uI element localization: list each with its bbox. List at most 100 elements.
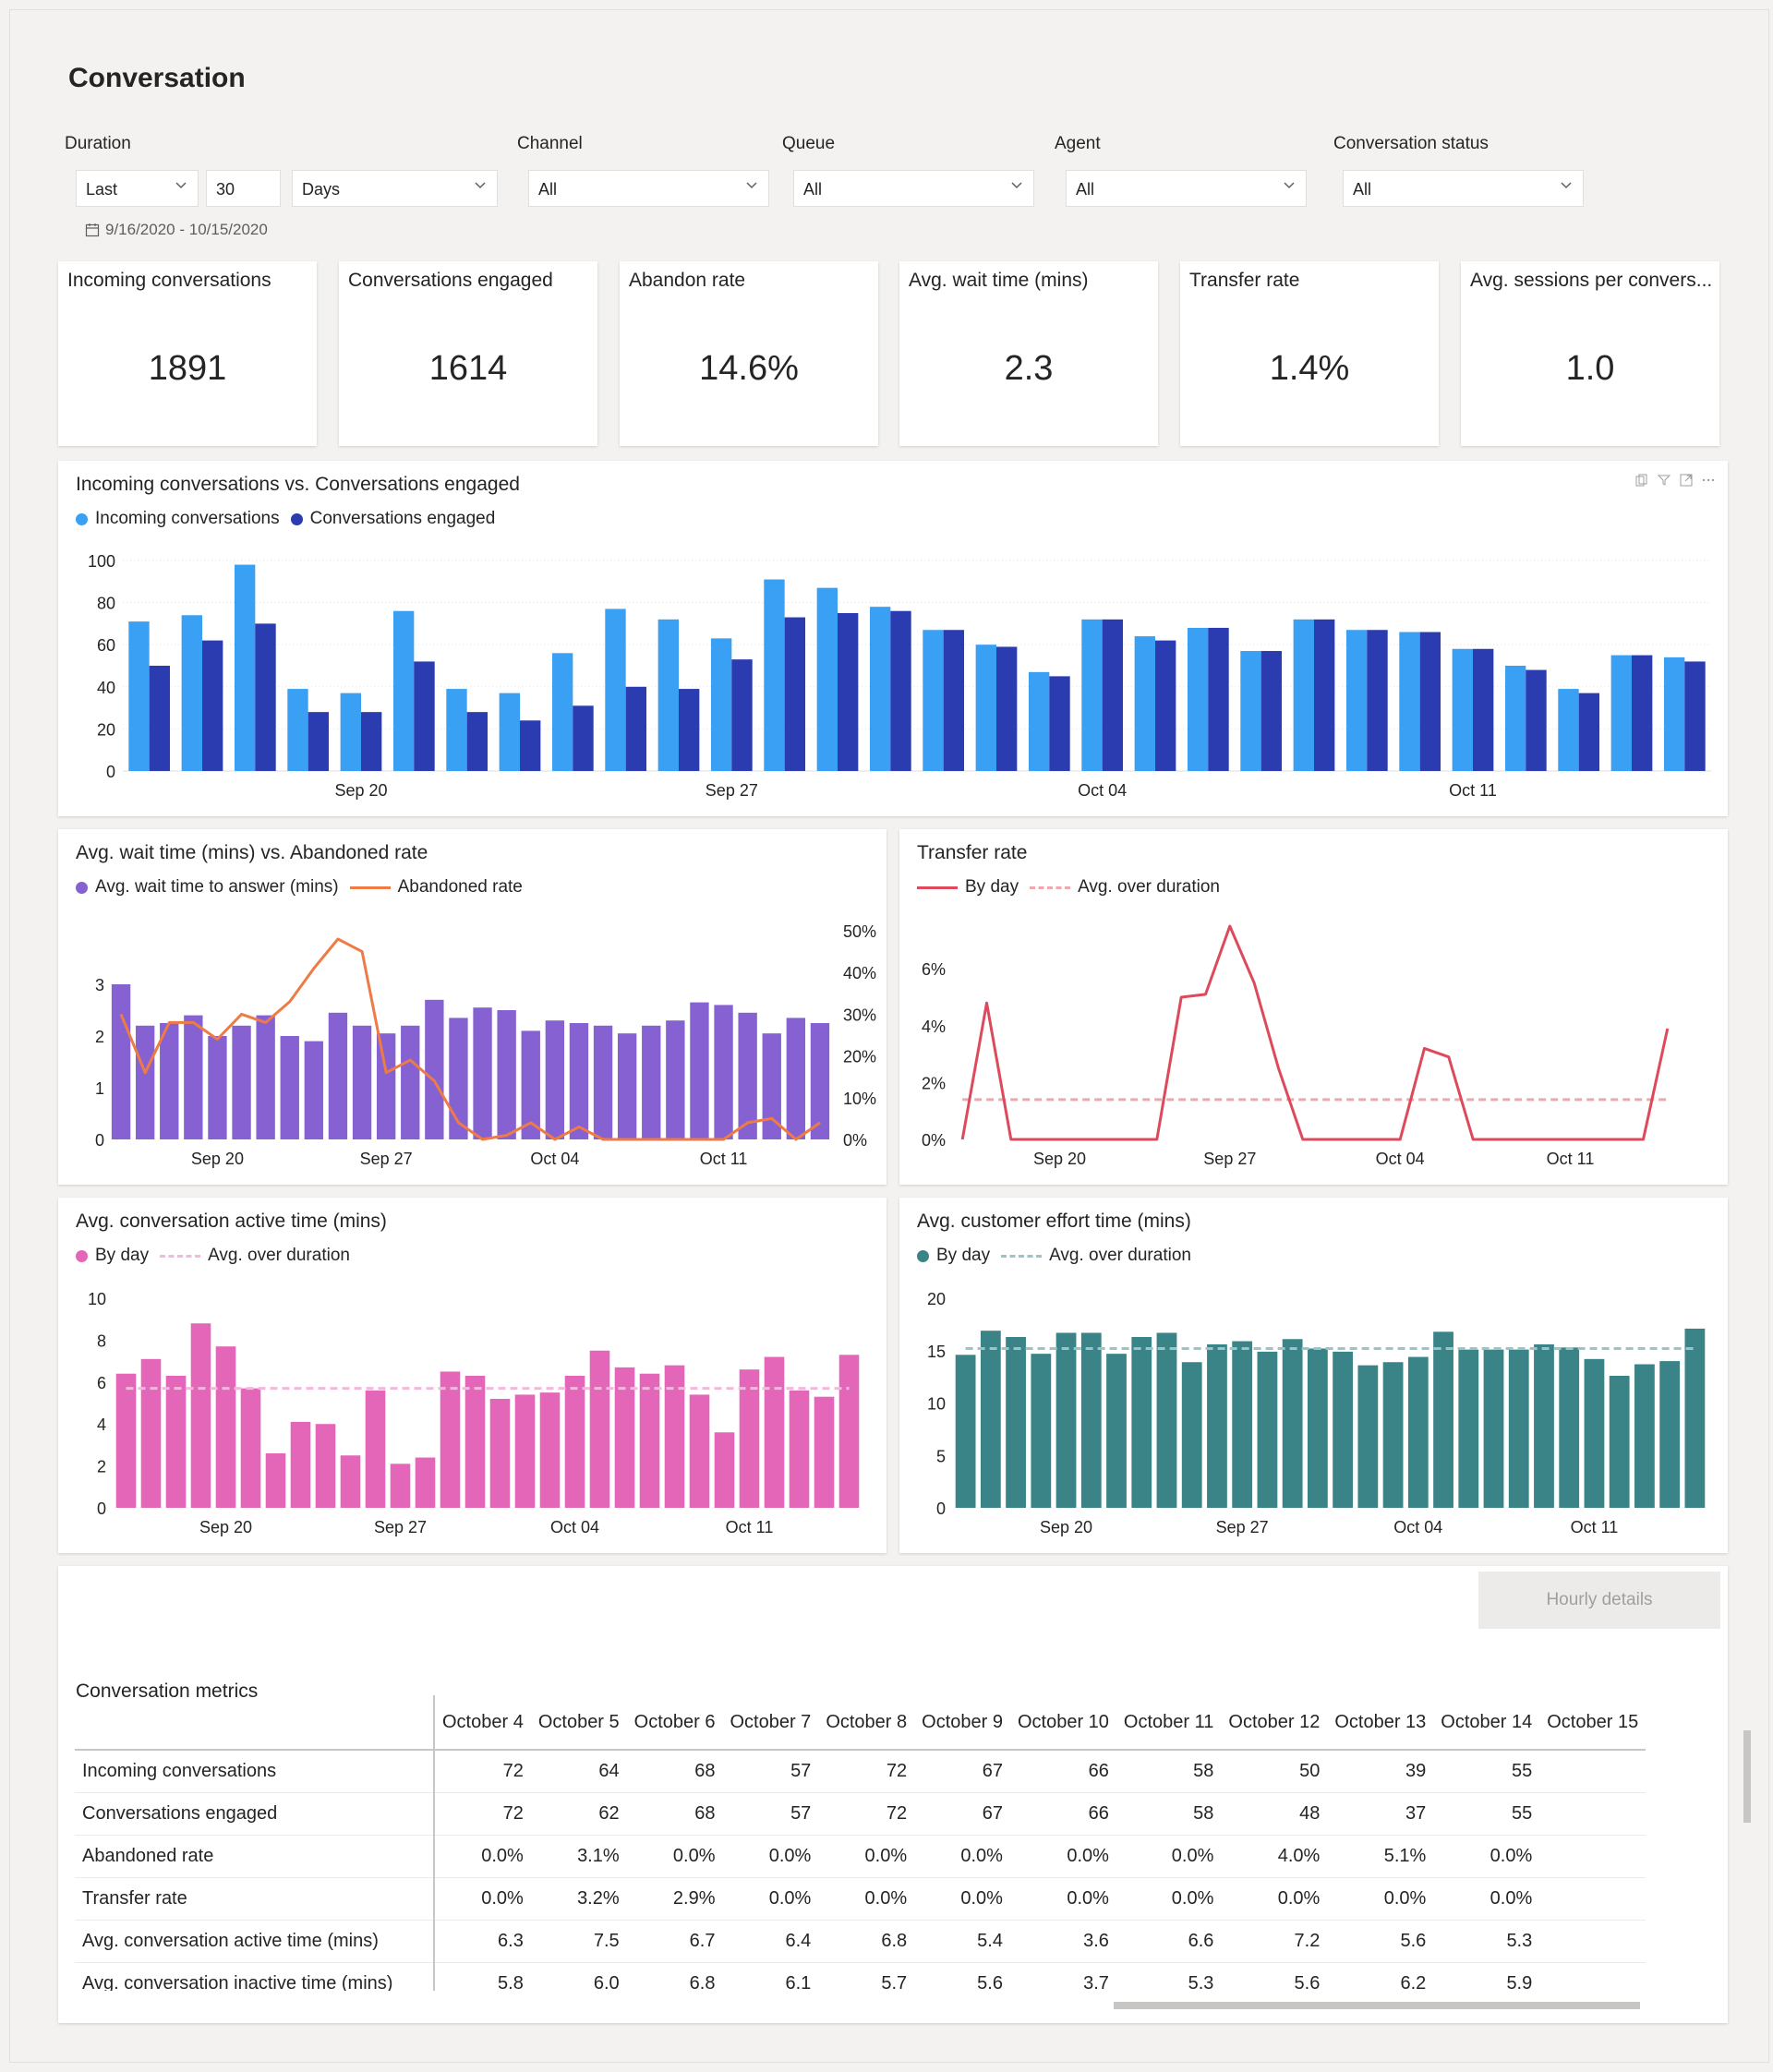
bar-incoming [446,689,467,771]
table-cell: 3.6 [1009,1920,1116,1963]
table-card-conversation-metrics[interactable]: Hourly details Conversation metrics Octo… [58,1566,1753,2023]
bar-wait-time [666,1020,685,1139]
y-tick-label: 6 [97,1374,106,1392]
filter-icon[interactable] [1658,474,1670,487]
legend-label: Incoming conversations [95,509,280,528]
date-range: 9/16/2020 - 10/15/2020 [85,221,268,239]
kpi-card-wait-time[interactable]: Avg. wait time (mins) 2.3 [899,261,1158,446]
legend-marker [76,512,88,525]
chart-legend: By day Avg. over duration [917,1246,1191,1266]
column-header[interactable]: October 13 [1327,1695,1434,1751]
queue-dropdown[interactable]: All [793,170,1034,207]
focus-mode-icon[interactable] [1680,474,1693,487]
bar-by-day [1232,1341,1253,1508]
bar-incoming [1345,630,1368,771]
vertical-scrollbar[interactable] [1742,1712,1753,1989]
bar-incoming [1663,657,1685,771]
duration-value-input[interactable]: 30 [206,170,281,207]
y-tick-label: 0 [97,1500,106,1518]
bar-engaged [1578,693,1600,771]
chart-legend: Incoming conversations Conversations eng… [76,509,495,529]
table-cell: 48 [1221,1792,1328,1836]
legend-marker [76,881,88,894]
kpi-card-transfer-rate[interactable]: Transfer rate 1.4% [1180,261,1439,446]
bar-wait-time [593,1025,613,1139]
column-header[interactable]: October 14 [1433,1695,1540,1751]
bar-engaged [1526,669,1547,771]
kpi-card-incoming[interactable]: Incoming conversations 1891 [58,261,317,446]
metrics-table-viewport[interactable]: October 4 October 5 October 6 October 7 Octo… [75,1695,1758,1991]
table-cell: 6.8 [626,1962,723,1991]
bar-wait-time [232,1025,251,1139]
bar-engaged [1419,632,1441,771]
x-tick-label: Oct 11 [1571,1518,1619,1536]
x-tick-label: Sep 27 [374,1518,427,1536]
bar-wait-time [786,1018,806,1139]
table-cell: 68 [626,1792,723,1836]
agent-dropdown[interactable]: All [1066,170,1307,207]
bar-by-day [814,1396,835,1508]
channel-dropdown[interactable]: All [528,170,769,207]
bar-by-day [115,1373,137,1508]
column-header[interactable]: October 4 [434,1695,531,1751]
chart-card-transfer-rate[interactable]: Transfer rate By day Avg. over duration … [899,829,1728,1185]
row-header: Conversations engaged [75,1792,435,1836]
bar-by-day [980,1331,1001,1508]
chart-card-active-time[interactable]: Avg. conversation active time (mins) By … [58,1198,886,1553]
status-dropdown[interactable]: All [1343,170,1584,207]
bar-engaged [784,617,806,771]
column-header[interactable]: October 11 [1116,1695,1222,1751]
kpi-card-sessions[interactable]: Avg. sessions per convers... 1.0 [1461,261,1719,446]
y-tick-label: 20 [927,1290,946,1308]
table-cell: 5.6 [1327,1920,1434,1963]
horizontal-scrollbar[interactable] [75,2000,1742,2011]
kpi-label: Conversations engaged [348,270,553,291]
y-tick-label: 3 [95,976,104,994]
more-options-icon[interactable] [1702,474,1715,487]
scrollbar-thumb[interactable] [1743,1730,1751,1823]
y-tick-label: 4% [922,1018,946,1036]
chart-card-effort-time[interactable]: Avg. customer effort time (mins) By day … [899,1198,1728,1553]
legend-marker [1030,885,1071,889]
chart-card-incoming-vs-engaged[interactable]: Incoming conversations vs. Conversations… [58,461,1728,816]
table-cell: 0.0% [1009,1877,1116,1921]
column-header[interactable]: October 12 [1221,1695,1328,1751]
chart-plot: 0% 2% 4% 6% Sep 20 Sep 27 Oct 04 Oct 11 [922,924,1670,1168]
column-header[interactable]: October 9 [914,1695,1010,1751]
y2-tick-label: 0% [843,1131,867,1150]
bar-by-day [415,1457,436,1508]
table-row: Avg. conversation inactive time (mins) 5.… [75,1962,1646,1991]
column-header[interactable]: October 5 [530,1695,627,1751]
column-header[interactable]: October 6 [626,1695,723,1751]
table-cell: 0.0% [722,1877,819,1921]
duration-mode-dropdown[interactable]: Last [76,170,199,207]
kpi-label: Incoming conversations [67,270,271,291]
table-cell: 0.0% [1116,1877,1222,1921]
table-cell: 7.5 [530,1920,627,1963]
bar-by-day [315,1424,336,1508]
hourly-details-button[interactable]: Hourly details [1478,1572,1720,1629]
duration-unit-dropdown[interactable]: Days [292,170,498,207]
column-header[interactable]: October 8 [818,1695,915,1751]
bar-engaged [1155,640,1176,771]
column-header[interactable]: October 15 [1539,1695,1646,1751]
bar-by-day [1207,1343,1227,1508]
table-cell: 5.7 [818,1962,915,1991]
kpi-card-engaged[interactable]: Conversations engaged 1614 [339,261,597,446]
copy-icon[interactable] [1635,474,1648,487]
bar-engaged [996,646,1018,771]
bar-by-day [514,1394,536,1508]
legend-marker [76,1249,88,1262]
status-label: Conversation status [1333,134,1489,153]
table-cell: 6.6 [1116,1920,1222,1963]
kpi-card-abandon-rate[interactable]: Abandon rate 14.6% [620,261,878,446]
table-cell [1539,1792,1646,1836]
bar-engaged [520,720,541,771]
chart-card-wait-vs-abandoned[interactable]: Avg. wait time (mins) vs. Abandoned rate… [58,829,886,1185]
bar-by-day [789,1390,810,1508]
bar-by-day [1609,1375,1630,1508]
scrollbar-thumb[interactable] [1114,2002,1640,2009]
column-header[interactable]: October 7 [722,1695,819,1751]
line-transfer-rate [960,924,1670,1141]
column-header[interactable]: October 10 [1009,1695,1116,1751]
